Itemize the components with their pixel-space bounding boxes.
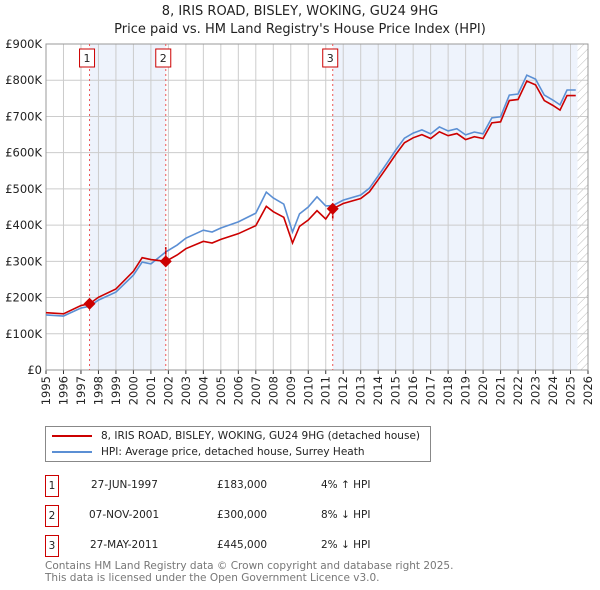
sale-row: 3 27-MAY-2011 £445,000 2% ↓ HPI	[45, 535, 445, 557]
sale-date: 27-JUN-1997	[91, 479, 158, 491]
shaded-period	[332, 44, 578, 370]
sale-hpi-diff: 4% ↑ HPI	[321, 479, 371, 491]
hpi-line	[45, 74, 576, 317]
x-tick-label: 2024	[546, 376, 560, 405]
x-tick-label: 2020	[476, 376, 490, 405]
legend: 8, IRIS ROAD, BISLEY, WOKING, GU24 9HG (…	[45, 426, 431, 462]
plot-area: 1995 1996 1997 1998 1999 2000 2001 2002 2003 2004…	[5, 37, 595, 405]
x-tick-label: 1997	[74, 376, 88, 405]
x-tick-label: 1999	[109, 376, 123, 405]
x-tick-label: 2000	[126, 376, 140, 405]
forecast-hatch	[577, 44, 588, 370]
sale-marker-box	[322, 48, 339, 68]
x-tick-label: 2011	[319, 376, 333, 405]
sale-row: 1 27-JUN-1997 £183,000 4% ↑ HPI	[45, 475, 445, 497]
x-tick-label: 2013	[354, 376, 368, 405]
x-tick-label: 2005	[214, 376, 228, 405]
sale-date: 07-NOV-2001	[89, 509, 160, 521]
x-tick-label: 2002	[161, 376, 175, 405]
sale-price: £183,000	[217, 479, 268, 491]
x-tick-label: 2009	[284, 376, 298, 405]
y-tick-label: £300K	[5, 254, 42, 268]
x-tick-label: 1998	[91, 376, 105, 405]
x-tick-label: 2019	[459, 376, 473, 405]
sale-marker-box: 1	[45, 475, 59, 497]
x-tick-label: 2025	[564, 376, 578, 405]
sale-marker-box: 3	[45, 535, 59, 557]
x-tick-label: 2010	[301, 376, 315, 405]
footer: Contains HM Land Registry data © Crown c…	[45, 560, 453, 584]
y-tick-label: £500K	[5, 182, 42, 196]
sale-marker-label: 1	[84, 52, 91, 65]
plot-border	[45, 43, 589, 371]
x-tick-label: 2007	[249, 376, 263, 405]
footer-licence: This data is licensed under the Open Gov…	[45, 572, 380, 584]
sale-date: 27-MAY-2011	[90, 539, 159, 551]
x-tick-label: 2018	[441, 376, 455, 405]
chart-title: 8, IRIS ROAD, BISLEY, WOKING, GU24 9HG	[161, 4, 439, 19]
x-tick-label: 1995	[39, 376, 53, 405]
sale-price: £300,000	[217, 509, 268, 521]
sale-marker-box: 2	[45, 505, 59, 527]
legend-label-hpi: HPI: Average price, detached house, Surr…	[101, 446, 365, 458]
x-tick-label: 2015	[389, 376, 403, 405]
x-tick-label: 2012	[336, 376, 350, 405]
sale-hpi-diff: 2% ↓ HPI	[321, 539, 371, 551]
x-tick-label: 2006	[231, 376, 245, 405]
legend-swatch-hpi	[52, 451, 92, 453]
footer-copyright: Contains HM Land Registry data © Crown c…	[45, 560, 454, 572]
sale-marker-label: 2	[160, 52, 167, 65]
x-tick-label: 2022	[511, 376, 525, 405]
sale-marker-box	[155, 48, 172, 68]
legend-swatch-property	[52, 435, 92, 437]
y-tick-label: £200K	[5, 291, 42, 305]
x-tick-label: 2023	[529, 376, 543, 405]
y-tick-label: £800K	[5, 73, 42, 87]
x-tick-label: 2016	[406, 376, 420, 405]
legend-label-property: 8, IRIS ROAD, BISLEY, WOKING, GU24 9HG (…	[101, 430, 420, 442]
y-tick-label: £700K	[5, 109, 42, 123]
x-tick-label: 1996	[56, 376, 70, 405]
x-tick-label: 2014	[371, 376, 385, 405]
y-tick-label: £900K	[5, 37, 42, 51]
sale-hpi-diff: 8% ↓ HPI	[321, 509, 371, 521]
x-tick-label: 2003	[179, 376, 193, 405]
x-tick-label: 2008	[266, 376, 280, 405]
sale-price: £445,000	[217, 539, 268, 551]
sale-marker-box	[79, 48, 96, 68]
x-tick-label: 2001	[144, 376, 158, 405]
x-tick-label: 2004	[196, 376, 210, 405]
chart-subtitle: Price paid vs. HM Land Registry's House …	[114, 22, 486, 37]
y-tick-label: £0	[27, 363, 42, 377]
y-tick-label: £100K	[5, 327, 42, 341]
y-tick-label: £400K	[5, 218, 42, 232]
sale-row: 2 07-NOV-2001 £300,000 8% ↓ HPI	[45, 505, 445, 527]
shaded-period	[89, 44, 166, 370]
y-tick-label: £600K	[5, 146, 42, 160]
x-tick-label: 2026	[581, 376, 595, 405]
x-tick-label: 2017	[424, 376, 438, 405]
sale-marker-label: 3	[327, 52, 334, 65]
x-tick-label: 2021	[494, 376, 508, 405]
